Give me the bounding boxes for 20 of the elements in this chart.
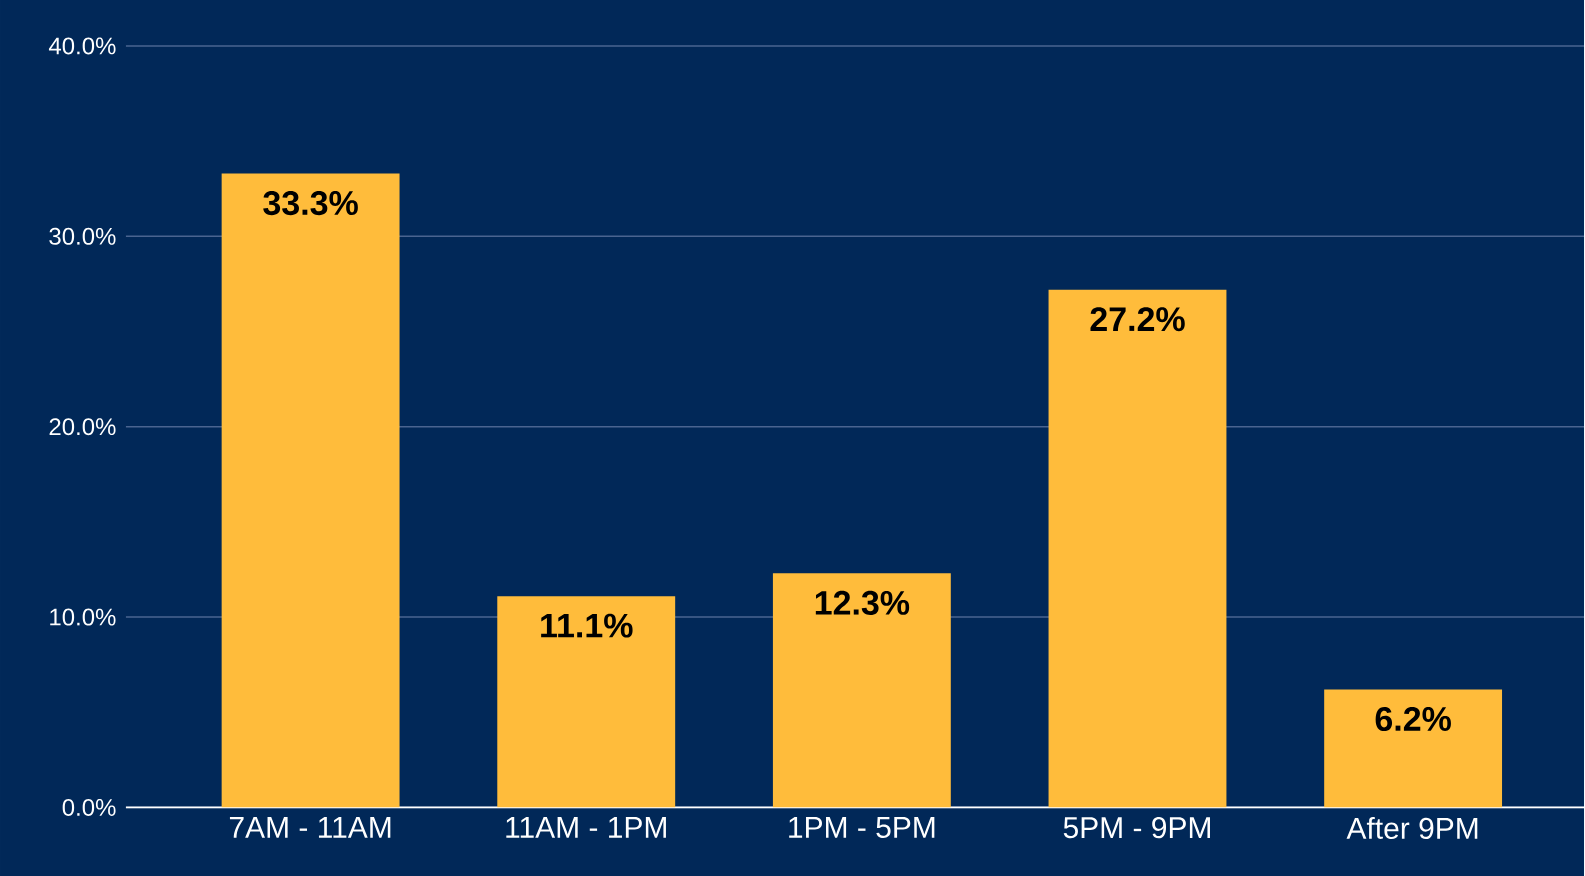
bar [1324,689,1503,808]
y-tick-label: 20.0% [49,418,116,435]
bar [221,173,400,808]
x-tick-label: 1PM - 5PM [789,816,935,838]
y-tick-label: 0.0% [62,798,116,816]
data-label: 27.2% [1090,306,1185,331]
bar [772,573,951,808]
x-tick-label: 5PM - 9PM [1063,816,1210,839]
x-tick-label: After 9PM [1346,816,1478,839]
data-label: 6.2% [1375,706,1451,731]
data-label: 12.3% [815,590,910,615]
y-tick-label: 30.0% [49,227,116,245]
y-tick-label: 10.0% [50,608,116,626]
bar [1048,289,1227,808]
data-label: 33.3% [263,190,358,215]
y-tick-label: 40.0% [48,37,116,55]
x-tick-label: 7AM - 11AM [229,816,391,838]
data-label: 11.1% [541,613,633,638]
x-tick-label: 11AM - 1PM [506,816,666,838]
bar [497,595,676,808]
